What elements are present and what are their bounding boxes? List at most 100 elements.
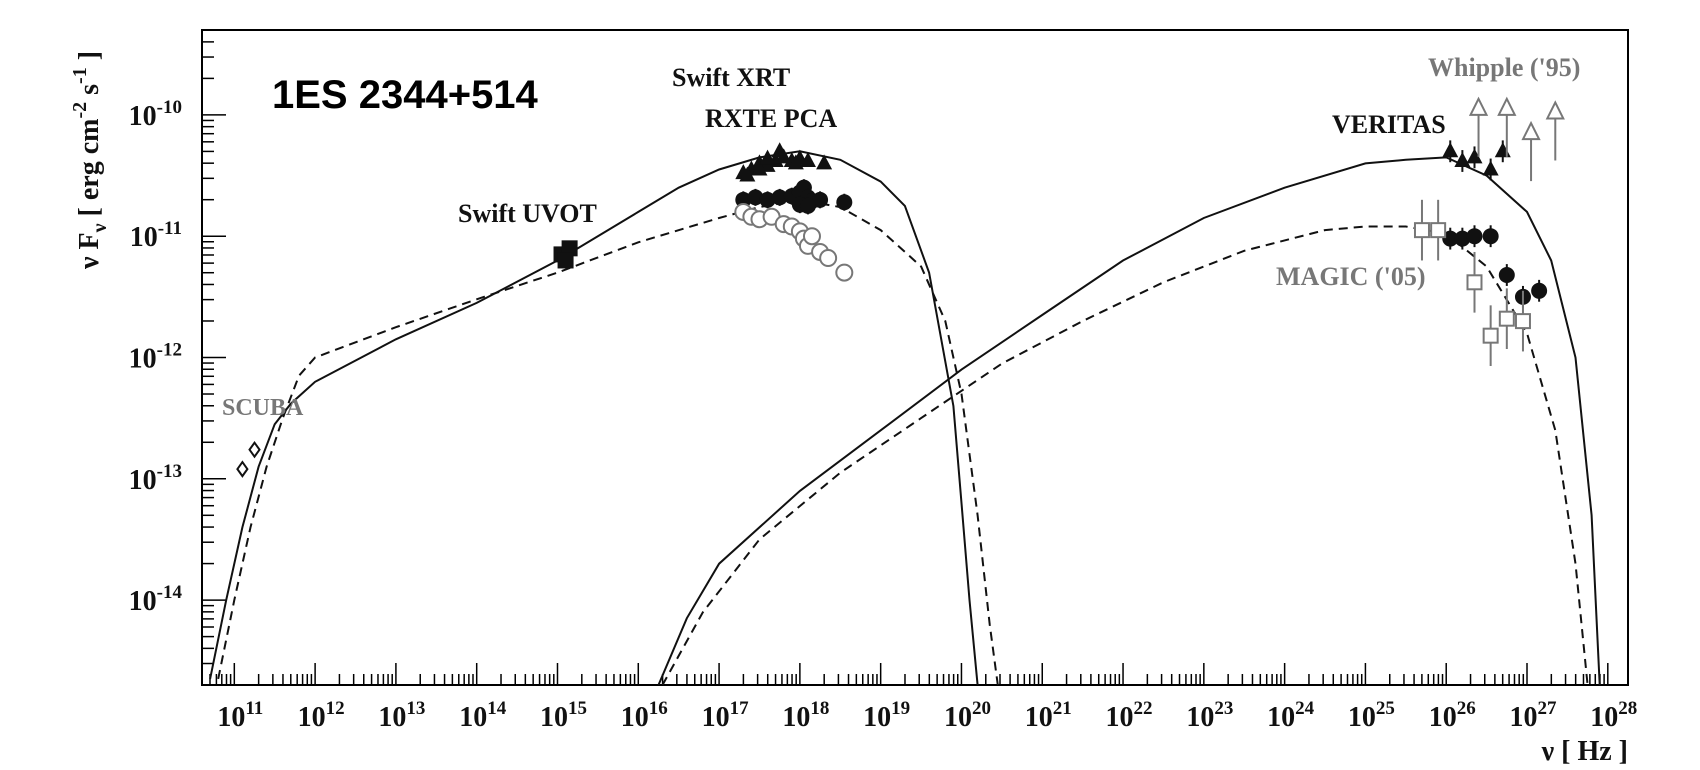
marker-triangle: [775, 148, 792, 164]
x-tick-base: 10: [621, 702, 649, 733]
point-xrt: [739, 166, 756, 182]
marker-open-diamond: [248, 440, 261, 459]
x-tick-base: 10: [217, 702, 245, 733]
x-tick-label: 1022: [1106, 698, 1153, 733]
point-scuba: [248, 440, 261, 459]
point-xrt: [759, 149, 776, 165]
point-veritas_low: [1454, 227, 1471, 250]
x-tick-base: 10: [1186, 702, 1214, 733]
x-tick-label: 1021: [1025, 698, 1072, 733]
marker-open-triangle: [1521, 120, 1541, 141]
point-veritas: [1442, 140, 1459, 163]
x-tick-base: 10: [863, 702, 891, 733]
y-tick-exponent: -11: [158, 218, 182, 239]
marker-square: [561, 240, 578, 257]
y-tick-label: 10-11: [130, 218, 182, 253]
y-tick-exponent: -10: [157, 97, 182, 118]
y-tick-label: 10-10: [129, 97, 182, 132]
marker-circle: [1498, 267, 1515, 284]
marker-open-square: [1466, 274, 1483, 291]
point-rxte: [747, 188, 764, 206]
x-tick-base: 10: [298, 702, 326, 733]
point-rxte: [836, 193, 853, 211]
x-tick-label: 1014: [459, 698, 507, 733]
point-veritas_low: [1531, 279, 1548, 302]
x-tick-label: 1019: [863, 698, 910, 733]
point-xrt_low: [819, 249, 838, 268]
x-tick-label: 1020: [944, 698, 991, 733]
marker-triangle: [759, 149, 776, 165]
point-veritas_low: [1482, 225, 1499, 248]
x-tick-base: 10: [1348, 702, 1376, 733]
data-points: [236, 96, 1565, 478]
x-tick-exponent: 20: [972, 698, 991, 719]
x-tick-exponent: 11: [245, 698, 263, 719]
x-tick-base: 10: [1267, 702, 1295, 733]
x-tick-label: 1016: [621, 698, 668, 733]
y-tick-label: 10-14: [129, 582, 183, 617]
x-tick-exponent: 22: [1134, 698, 1153, 719]
point-xrt_low: [802, 227, 821, 246]
marker-circle: [771, 189, 788, 206]
annotations: Swift XRT RXTE PCA Swift UVOT SCUBA VERITAS W…: [222, 53, 1580, 421]
point-magic: [1482, 305, 1499, 366]
point-whipple: [1468, 96, 1489, 157]
point-magic: [1514, 290, 1531, 352]
x-tick-base: 10: [1590, 702, 1618, 733]
point-xrt: [751, 160, 768, 176]
x-tick-base: 10: [944, 702, 972, 733]
point-veritas_low: [1442, 227, 1459, 250]
point-uvot: [557, 252, 574, 269]
x-tick-base: 10: [702, 702, 730, 733]
point-veritas_low: [1498, 264, 1515, 286]
y-tick-label: 10-13: [129, 461, 182, 496]
marker-circle: [812, 191, 829, 208]
x-tick-base: 10: [782, 702, 810, 733]
marker-open-square: [1413, 222, 1430, 239]
x-tick-base: 10: [1025, 702, 1053, 733]
marker-circle: [1482, 228, 1499, 245]
y-tick-base: 10: [129, 465, 157, 496]
point-magic: [1466, 251, 1483, 313]
annotation-label: Swift UVOT: [458, 199, 597, 228]
marker-triangle: [1494, 142, 1511, 158]
model-curves: [209, 150, 1601, 686]
curve-sync_dashed: [217, 198, 999, 686]
marker-triangle: [816, 154, 833, 170]
x-tick-label: 1018: [782, 698, 829, 733]
y-axis-title-part: -2: [69, 102, 91, 119]
y-tick-base: 10: [129, 101, 157, 132]
marker-circle: [735, 191, 752, 208]
point-whipple: [1521, 120, 1541, 182]
y-tick-base: 10: [129, 344, 157, 375]
marker-circle: [1454, 230, 1471, 247]
marker-open-circle: [819, 249, 838, 268]
x-tick-exponent: 12: [326, 698, 345, 719]
point-whipple: [1497, 96, 1517, 157]
x-tick-exponent: 15: [568, 698, 587, 719]
x-tick-label: 1011: [217, 698, 263, 733]
x-tick-label: 1012: [298, 698, 345, 733]
point-veritas_low: [1466, 225, 1483, 248]
marker-open-square: [1430, 222, 1447, 239]
marker-square: [557, 252, 574, 269]
x-tick-label: 1024: [1267, 698, 1315, 733]
marker-open-triangle: [1468, 96, 1489, 116]
marker-triangle: [1454, 152, 1471, 167]
x-tick-label: 1027: [1510, 698, 1558, 733]
x-tick-label: 1013: [378, 698, 425, 733]
annotation-label: MAGIC ('05): [1276, 262, 1425, 291]
marker-open-circle: [802, 227, 821, 246]
y-axis-title-part: ν: [89, 223, 111, 233]
marker-circle: [836, 194, 853, 211]
y-axis-title-part: s: [74, 84, 105, 102]
point-xrt_low: [835, 263, 854, 282]
chart-title: 1ES 2344+514: [272, 73, 539, 117]
marker-circle: [1442, 230, 1459, 247]
point-whipple: [1545, 100, 1565, 161]
annotation-label: Whipple ('95): [1428, 53, 1580, 82]
x-tick-exponent: 13: [406, 698, 425, 719]
point-rxte: [759, 191, 776, 209]
point-veritas: [1466, 146, 1483, 169]
